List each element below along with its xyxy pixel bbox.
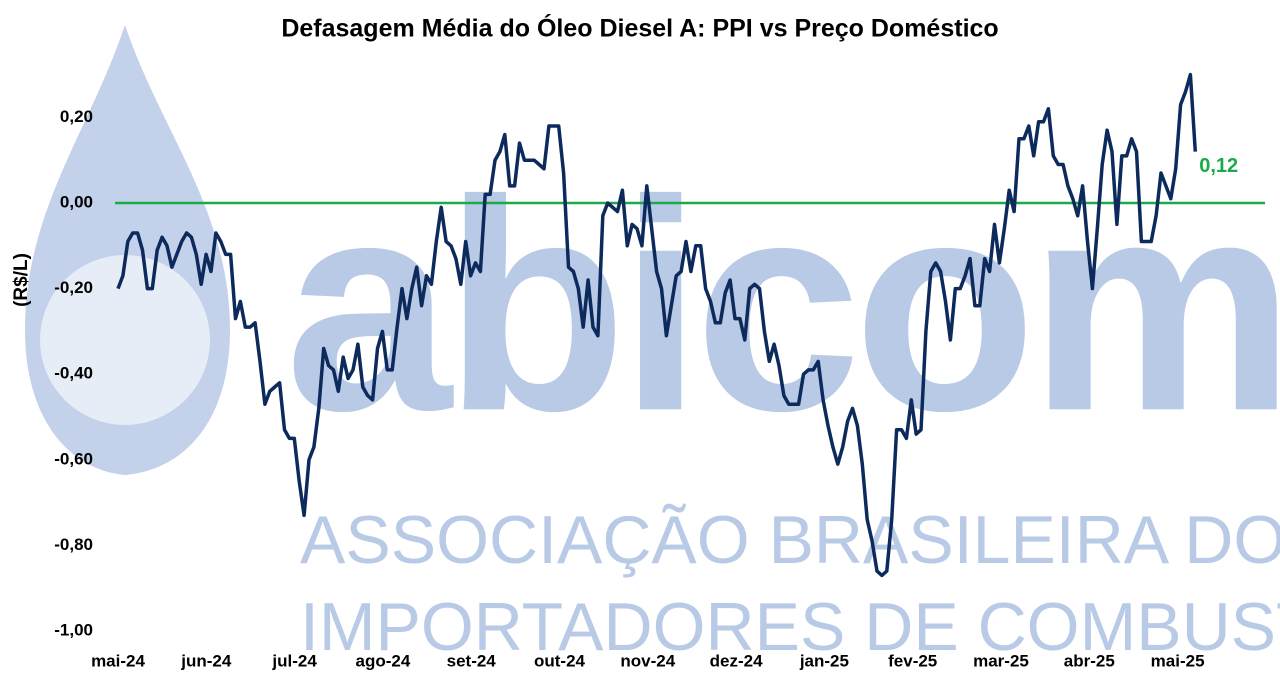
x-tick-label: jun-24 <box>180 651 232 670</box>
y-axis-label: (R$/L) <box>11 253 32 307</box>
x-tick-label: nov-24 <box>620 651 675 670</box>
x-tick-label: fev-25 <box>888 651 937 670</box>
watermark-text: IMPORTADORES DE COMBUSTÍVEIS <box>300 589 1280 665</box>
y-tick-label: -0,20 <box>54 278 93 297</box>
x-tick-label: mai-25 <box>1151 651 1205 670</box>
end-label: 0,12 <box>1199 155 1238 177</box>
chart-title: Defasagem Média do Óleo Diesel A: PPI vs… <box>281 13 998 43</box>
watermark-text: ASSOCIAÇÃO BRASILEIRA DOS <box>300 502 1280 578</box>
x-tick-label: mai-24 <box>91 651 145 670</box>
data-line <box>116 72 1198 578</box>
y-tick-label: 0,00 <box>60 192 93 211</box>
x-tick-label: out-24 <box>534 651 586 670</box>
watermark-logo: abicom <box>285 137 1280 473</box>
x-tick-label: set-24 <box>447 651 497 670</box>
x-tick-label: jul-24 <box>271 651 317 670</box>
x-tick-label: jan-25 <box>799 651 849 670</box>
y-tick-label: -0,80 <box>54 535 93 554</box>
y-tick-label: -0,40 <box>54 364 93 383</box>
y-tick-label: -0,60 <box>54 449 93 468</box>
watermark-globe <box>40 255 210 425</box>
x-tick-label: abr-25 <box>1064 651 1115 670</box>
x-tick-label: mar-25 <box>973 651 1029 670</box>
y-tick-label: -1,00 <box>54 620 93 639</box>
y-tick-label: 0,20 <box>60 107 93 126</box>
x-tick-label: dez-24 <box>710 651 763 670</box>
x-tick-label: ago-24 <box>356 651 411 670</box>
